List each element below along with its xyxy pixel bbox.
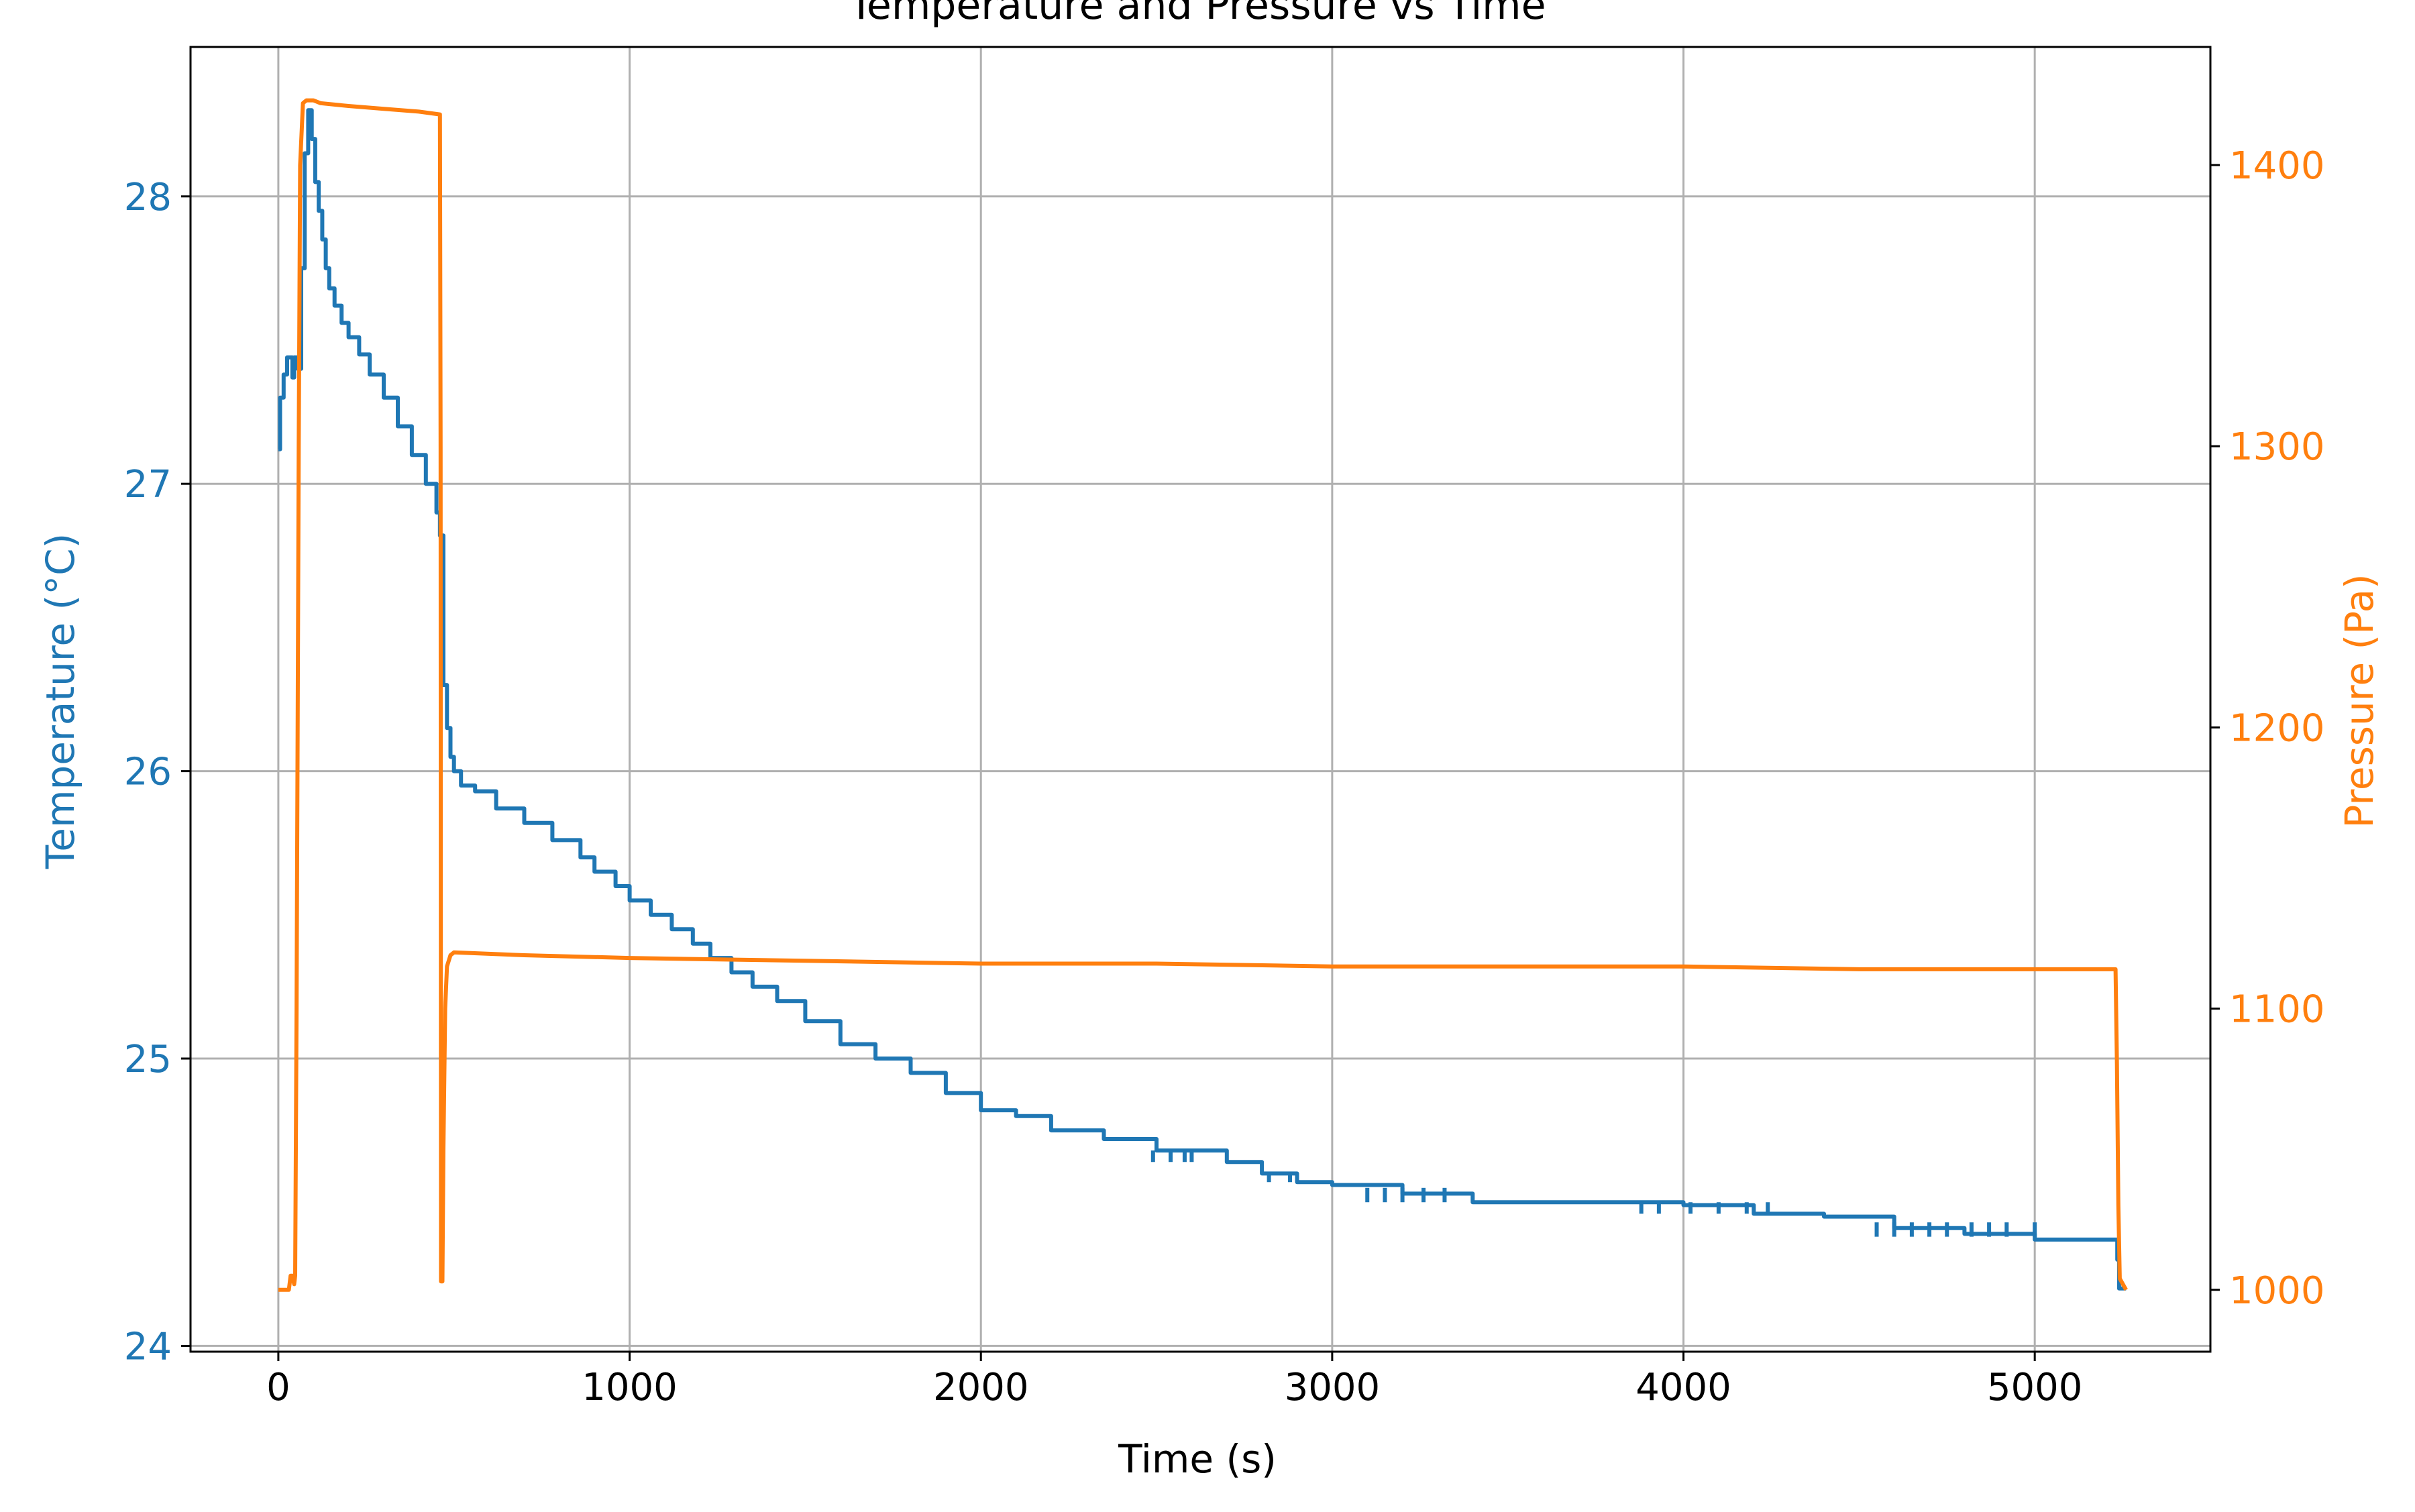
tick-layer: 0 1000 2000 3000 4000 5000 24 25 26 27 28 1000 1100 1… (124, 144, 2325, 1409)
y-left-tick-label: 25 (124, 1038, 172, 1081)
y-left-tick-label: 26 (124, 751, 172, 794)
y-right-tick-label: 1200 (2229, 706, 2325, 750)
x-tick-label: 1000 (582, 1366, 678, 1409)
y-right-tick-label: 1400 (2229, 144, 2325, 188)
x-tick-label: 4000 (1635, 1366, 1731, 1409)
y-left-axis-label: Temperature (°C) (38, 533, 83, 870)
grid-layer (191, 47, 2210, 1352)
series-layer (278, 98, 2128, 1292)
plot-frame (189, 46, 2212, 1353)
y-left-tick-label: 27 (124, 463, 172, 506)
y-right-tick-label: 1100 (2229, 988, 2325, 1032)
pressure-line (278, 98, 2128, 1292)
x-axis-label: Time (s) (1118, 1436, 1277, 1482)
y-left-tick-label: 24 (124, 1325, 172, 1368)
temperature-line (278, 108, 2127, 1291)
y-right-tick-label: 1000 (2229, 1269, 2325, 1313)
x-tick-label: 0 (266, 1366, 290, 1409)
x-tick-label: 5000 (1987, 1366, 2083, 1409)
x-tick-label: 3000 (1285, 1366, 1381, 1409)
y-right-axis-label: Pressure (Pa) (2337, 574, 2382, 828)
y-left-tick-label: 28 (124, 176, 172, 219)
chart-title: Temperature and Pressure vs Time (848, 0, 1546, 29)
y-right-tick-label: 1300 (2229, 425, 2325, 469)
x-tick-label: 2000 (933, 1366, 1029, 1409)
